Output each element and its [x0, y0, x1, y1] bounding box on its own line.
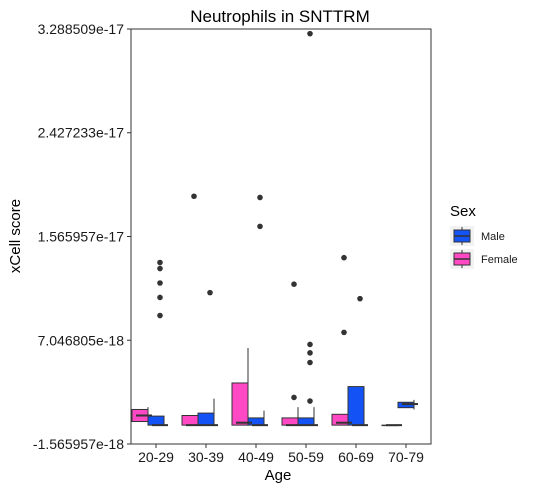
outlier-point: [341, 329, 347, 336]
legend-label: Male: [481, 231, 505, 243]
legend: Sex Male Female: [450, 203, 518, 269]
box-female-70-79: [381, 424, 402, 427]
y-tick-label: 7.046805e-18: [38, 332, 125, 348]
box-body: [247, 417, 265, 426]
y-tick-label: -1.565957e-18: [33, 436, 124, 452]
box-marks: [131, 30, 418, 427]
outlier-point: [341, 254, 347, 261]
x-tick-label: 70-79: [388, 449, 424, 465]
outlier-point: [207, 289, 213, 296]
box-body: [331, 413, 349, 426]
y-tick-label: 3.288509e-17: [38, 21, 125, 37]
outlier-point: [191, 193, 197, 200]
box-female-50-59: [281, 281, 302, 427]
y-tick-label: 1.565957e-17: [38, 228, 125, 244]
x-axis-title: Age: [265, 467, 292, 484]
outlier-point: [307, 350, 313, 356]
box-body: [181, 414, 199, 426]
outlier-point: [157, 294, 163, 301]
y-axis-title: xCell score: [7, 199, 24, 273]
outlier-point: [157, 280, 163, 286]
box-body: [297, 417, 315, 426]
y-axis: -1.565957e-18 7.046805e-18 1.565957e-17 2.4…: [33, 21, 131, 452]
box-body: [231, 382, 249, 426]
x-axis: 20-29 30-39 40-49 50-59 60-69 70-79: [138, 444, 424, 465]
box-body: [347, 386, 365, 426]
outlier-point: [307, 359, 313, 366]
box-male-50-59: [297, 30, 318, 427]
box-male-60-69: [347, 295, 368, 427]
box-female-40-49: [231, 348, 252, 426]
y-tick-label: 2.427233e-17: [38, 125, 125, 141]
box-female-30-39: [181, 193, 202, 427]
box-male-20-29: [147, 259, 168, 427]
x-tick-label: 20-29: [138, 449, 174, 465]
outlier-point: [307, 30, 313, 37]
outlier-point: [257, 223, 263, 230]
x-tick-label: 60-69: [338, 449, 374, 465]
outlier-point: [257, 194, 263, 201]
box-female-20-29: [131, 407, 152, 426]
outlier-point: [291, 281, 297, 287]
x-tick-label: 30-39: [188, 449, 224, 465]
outlier-point: [307, 398, 313, 404]
outlier-point: [307, 341, 313, 348]
plot-panel: [130, 28, 432, 445]
legend-title: Sex: [450, 203, 476, 220]
box-male-30-39: [197, 289, 218, 427]
box-body: [147, 415, 165, 426]
legend-label: Female: [481, 254, 518, 266]
outlier-point: [157, 265, 163, 272]
x-tick-label: 50-59: [288, 449, 324, 465]
outlier-point: [157, 259, 163, 266]
outlier-point: [291, 394, 297, 401]
box-body: [197, 412, 215, 426]
box-female-60-69: [331, 254, 352, 426]
chart-title: Neutrophils in SNTTRM: [190, 7, 370, 26]
outlier-point: [157, 312, 163, 319]
x-tick-label: 40-49: [238, 449, 274, 465]
box-male-70-79: [397, 399, 418, 410]
box-body: [281, 417, 299, 426]
outlier-point: [357, 295, 363, 302]
